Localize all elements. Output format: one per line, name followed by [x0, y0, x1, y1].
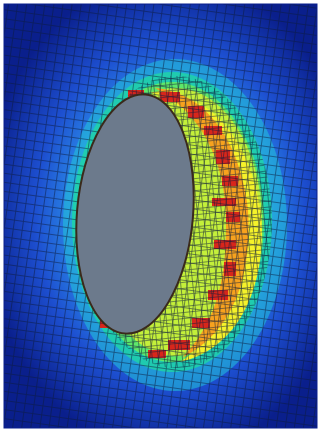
image-border [3, 3, 318, 429]
elliptical-hole [75, 93, 195, 335]
